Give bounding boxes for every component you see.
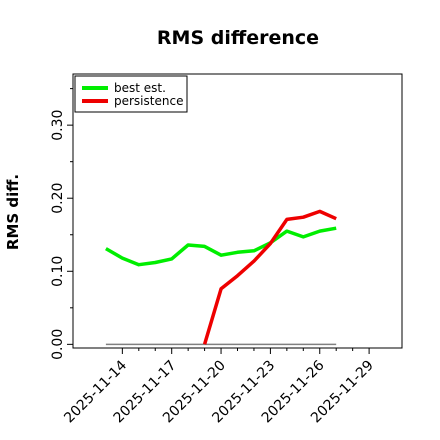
- y-tick-label: 0.20: [50, 183, 66, 214]
- y-axis-label: RMS diff.: [4, 174, 22, 250]
- legend-box: [74, 75, 188, 113]
- legend: best est. persistence: [74, 75, 188, 113]
- chart-title: RMS difference: [157, 27, 319, 49]
- series-line-persistence: [202, 209, 337, 345]
- series-layer: [105, 209, 337, 345]
- legend-label-persistence: persistence: [114, 94, 183, 108]
- y-axis: 0.00 0.10 0.20 0.30: [50, 88, 73, 360]
- legend-label-best-est: best est.: [114, 81, 166, 95]
- y-tick-label: 0.00: [50, 329, 66, 360]
- plot-frame: [72, 73, 403, 349]
- y-tick-label: 0.10: [50, 256, 66, 287]
- y-tick-label: 0.30: [50, 110, 66, 141]
- series-line-best-est: [105, 226, 337, 267]
- x-axis: 2025-11-142025-11-172025-11-202025-11-23…: [61, 348, 377, 426]
